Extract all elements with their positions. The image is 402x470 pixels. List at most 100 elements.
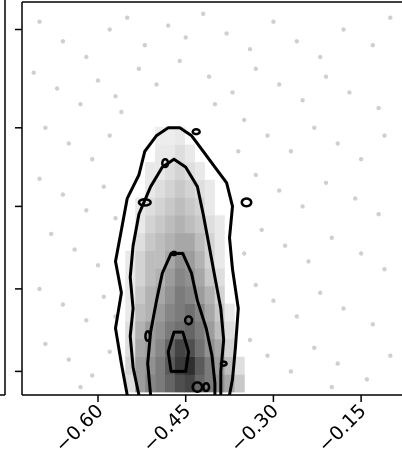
hist-bin-20	[204, 356, 215, 375]
scatter-point-4	[125, 15, 130, 20]
scatter-point-75	[90, 373, 95, 378]
scatter-point-44	[37, 176, 42, 181]
hist-bin-74	[194, 268, 205, 287]
scatter-point-89	[236, 149, 241, 154]
hist-bin-54	[204, 303, 215, 322]
axes-frame	[21, 1, 402, 396]
hist-bin-13	[135, 356, 146, 375]
scatter-point-66	[101, 294, 107, 299]
scatter-point-82	[364, 377, 370, 382]
scatter-point-71	[341, 306, 346, 311]
scatter-point-41	[335, 141, 340, 146]
hist-bin-79	[145, 250, 156, 269]
scatter-point-73	[43, 341, 48, 347]
scatter-point-88	[212, 102, 218, 107]
scatter-point-31	[347, 90, 352, 95]
scatter-point-86	[329, 384, 334, 390]
scatter-point-19	[78, 102, 83, 107]
scatter-point-9	[224, 31, 229, 36]
scatter-point-50	[300, 204, 305, 209]
scatter-point-22	[136, 66, 142, 72]
hist-bin-91	[174, 232, 185, 251]
scatter-layer	[31, 11, 393, 390]
scatter-point-23	[154, 82, 159, 87]
hist-bin-104	[214, 215, 225, 234]
scatter-point-54	[49, 231, 54, 237]
hist-bin-71	[165, 268, 176, 287]
hist-bin-77	[125, 250, 136, 269]
contour-island-8	[202, 381, 211, 393]
hist-bin-103	[204, 215, 215, 234]
contour-island-1	[161, 157, 170, 169]
hist-bin-6	[184, 374, 195, 393]
hist-bin-116	[174, 179, 185, 198]
scatter-point-91	[242, 251, 247, 256]
scatter-point-13	[318, 54, 323, 60]
hist-bin-29	[174, 339, 185, 357]
hist-bin-51	[174, 303, 185, 322]
hist-bin-14	[145, 356, 156, 375]
scatter-point-67	[253, 282, 258, 288]
hist-bin-132	[174, 126, 185, 145]
hist-bin-126	[155, 144, 166, 163]
hist-bin-106	[145, 197, 156, 216]
scatter-point-72	[370, 322, 375, 327]
hist-bin-100	[174, 215, 185, 234]
scatter-point-18	[54, 86, 60, 91]
scatter-point-52	[353, 196, 358, 201]
hist-bin-34	[224, 339, 235, 357]
hist-bin-60	[155, 285, 166, 304]
scatter-point-57	[259, 227, 264, 233]
hist-bin-110	[184, 197, 195, 216]
scatter-point-21	[113, 94, 118, 99]
scatter-point-79	[288, 369, 294, 374]
contour-level-4	[166, 330, 191, 373]
hist-bin-124	[184, 162, 195, 181]
hist-bin-65	[204, 285, 215, 304]
contour-island-2	[191, 128, 201, 136]
scatter-point-17	[31, 70, 36, 75]
hist-bin-76	[214, 268, 225, 287]
hist-bin-62	[174, 285, 185, 304]
scatter-point-48	[253, 172, 258, 178]
hist-bin-128	[174, 144, 185, 163]
hist-bin-0	[125, 374, 136, 393]
hist-bin-57	[125, 285, 136, 304]
hist-bin-98	[155, 215, 166, 234]
scatter-point-8	[201, 11, 206, 16]
scatter-point-70	[318, 290, 323, 295]
hist-bin-107	[155, 197, 166, 216]
hist-bin-1	[135, 374, 146, 393]
scatter-point-59	[306, 259, 311, 264]
scatter-point-42	[358, 157, 364, 162]
scatter-point-11	[271, 19, 276, 24]
scatter-point-29	[300, 98, 305, 103]
scatter-point-61	[358, 251, 364, 256]
hist-bin-64	[194, 285, 205, 304]
scatter-point-6	[166, 23, 171, 28]
hist-bin-36	[135, 321, 146, 340]
scatter-point-60	[329, 235, 334, 240]
hist-bin-44	[214, 321, 225, 340]
hist-bin-80	[155, 250, 166, 269]
contour-island-9	[219, 360, 228, 367]
scatter-point-40	[312, 125, 317, 130]
hist-bin-81	[165, 250, 176, 269]
hist-bin-23	[234, 356, 245, 375]
scatter-point-83	[388, 353, 393, 358]
plot-area	[31, 11, 393, 396]
hist-bin-90	[165, 232, 176, 251]
hist-bin-4	[165, 374, 176, 393]
scatter-point-12	[294, 39, 299, 44]
scatter-point-53	[376, 212, 381, 217]
scatter-point-49	[277, 188, 282, 193]
hist-bin-114	[155, 179, 166, 198]
hist-bin-75	[204, 268, 215, 287]
scatter-point-78	[265, 353, 270, 358]
hist-bin-33	[214, 339, 225, 357]
contour-layer	[114, 126, 253, 396]
hist-bin-63	[184, 285, 195, 304]
hist-bin-119	[204, 179, 215, 198]
hist-bin-85	[204, 250, 215, 269]
